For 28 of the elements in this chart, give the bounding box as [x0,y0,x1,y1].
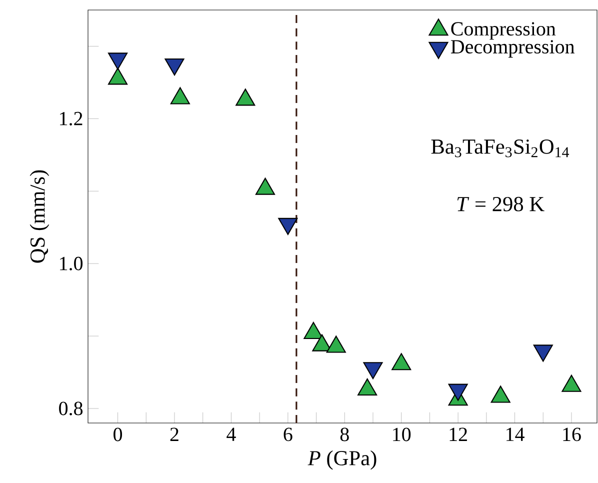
x-tick-label: 12 [450,428,467,441]
x-tick-label: 0 [114,428,122,442]
point [108,68,128,85]
legend-label: Decompression [450,40,575,58]
y-axis-title: QS (mm/s) [30,170,50,263]
y-tick-label: 0.8 [59,402,83,416]
legend-label: Compression [451,22,556,40]
point [326,336,346,353]
point [490,386,510,403]
point [392,353,412,370]
annotation: Ba$_{3}$TaFe$_{3}$Si$_{2}$O$_{14}$ [431,140,570,158]
point [236,88,256,106]
point [562,374,582,392]
x-tick-label: 8 [340,428,349,442]
y-tick-label: 1.2 [60,112,82,126]
x-tick-label: 14 [506,428,524,441]
point [170,87,190,104]
x-tick-label: 10 [393,428,411,442]
point [358,378,378,396]
x-tick-label: 16 [563,428,581,442]
x-tick-label: 6 [284,428,292,442]
x-axis-title: P (GPa) [308,450,376,470]
point [255,178,276,195]
y-tick-label: 1.0 [60,256,83,270]
annotation: T = 298 K [457,196,544,212]
x-tick-label: 2 [170,428,178,441]
x-tick-label: 4 [226,428,236,441]
point [304,322,324,340]
